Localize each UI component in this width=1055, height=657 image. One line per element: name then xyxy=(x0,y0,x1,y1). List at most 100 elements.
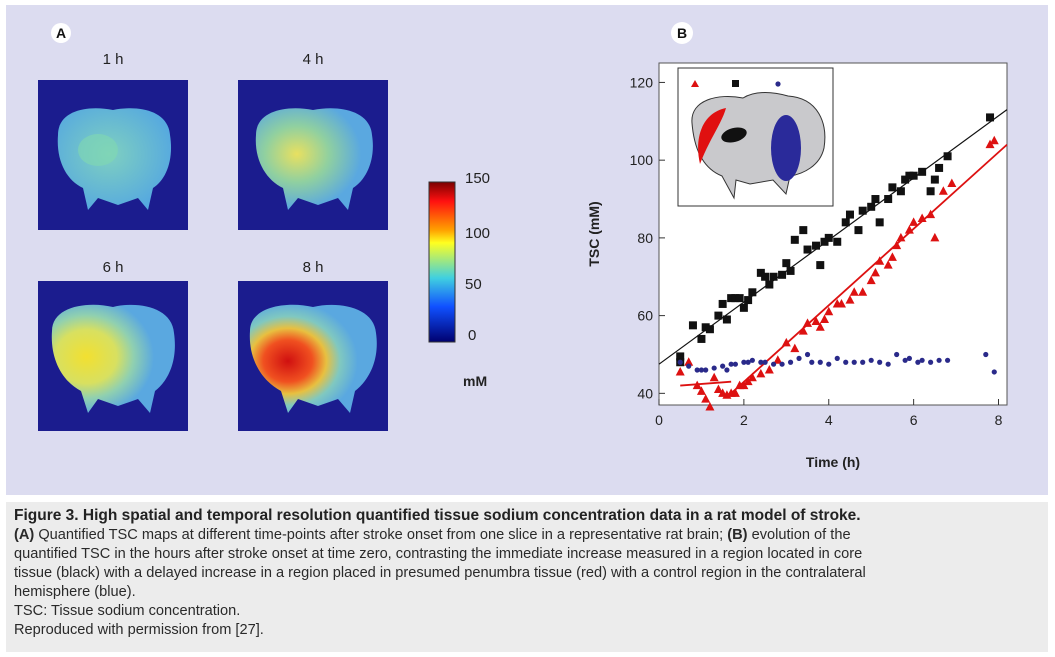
panel-a-letter: A xyxy=(51,23,71,43)
control-point xyxy=(851,359,857,365)
core-point xyxy=(714,311,723,320)
penumbra-point xyxy=(866,275,876,285)
core-point xyxy=(739,303,748,312)
penumbra-point xyxy=(909,217,919,226)
control-point xyxy=(745,359,751,365)
caption-line-2: quantified TSC in the hours after stroke… xyxy=(14,546,863,562)
penumbra-point xyxy=(705,401,715,411)
control-point xyxy=(919,357,925,363)
core-point xyxy=(820,237,829,246)
core-point xyxy=(765,280,774,289)
y-axis-label: TSC (mM) xyxy=(586,201,602,266)
penumbra-point xyxy=(989,135,999,145)
penumbra-point xyxy=(675,366,685,376)
control-point xyxy=(902,357,908,363)
control-point xyxy=(677,359,683,365)
core-point xyxy=(735,294,744,303)
penumbra-point xyxy=(730,388,740,397)
penumbra-point xyxy=(692,380,702,390)
x-axis-label: Time (h) xyxy=(806,454,860,470)
control-point xyxy=(724,367,730,373)
control-point xyxy=(843,359,849,365)
y-tick-label: 60 xyxy=(637,308,653,324)
fit-line xyxy=(730,143,1008,395)
core-point xyxy=(722,315,731,324)
core-point xyxy=(871,195,880,204)
penumbra-point xyxy=(930,232,940,242)
control-point xyxy=(762,359,768,365)
y-tick-label: 40 xyxy=(637,385,653,401)
core-point xyxy=(803,245,812,254)
core-point xyxy=(748,288,757,297)
core-point xyxy=(986,113,995,122)
control-point xyxy=(804,351,811,358)
core-point xyxy=(701,323,710,332)
inset-penumbra-region xyxy=(698,108,726,164)
penumbra-point xyxy=(892,240,902,250)
control-point xyxy=(711,365,717,371)
penumbra-point xyxy=(917,213,927,222)
inset-core-region xyxy=(721,127,747,143)
core-point xyxy=(888,183,897,192)
penumbra-point xyxy=(887,252,897,261)
control-point xyxy=(703,367,709,373)
map-label-6h: 6 h xyxy=(102,259,124,276)
control-point xyxy=(868,357,874,363)
inset-control-region xyxy=(771,115,801,181)
penumbra-point xyxy=(947,178,957,187)
core-point xyxy=(901,175,910,184)
control-point xyxy=(796,355,802,361)
control-point xyxy=(779,361,785,367)
core-point xyxy=(858,206,867,215)
core-point xyxy=(718,299,727,308)
y-tick-label: 100 xyxy=(630,152,654,168)
panel-b-letter-bg xyxy=(671,22,693,44)
control-point xyxy=(826,361,832,367)
core-point xyxy=(930,175,939,184)
control-point xyxy=(928,359,934,365)
y-tick-label: 120 xyxy=(630,74,654,90)
control-point xyxy=(885,361,891,367)
penumbra-point xyxy=(824,306,834,316)
penumbra-point xyxy=(756,368,766,378)
penumbra-point xyxy=(709,372,719,382)
control-point xyxy=(686,363,692,369)
caption-b-text: evolution of the xyxy=(747,527,851,543)
map-label-8h: 8 h xyxy=(302,259,324,276)
control-point xyxy=(915,359,921,365)
penumbra-point xyxy=(849,287,859,296)
control-point xyxy=(936,357,942,363)
core-point xyxy=(769,272,778,281)
inset-legend-circle xyxy=(775,81,781,87)
control-point xyxy=(809,359,815,365)
control-point xyxy=(732,361,738,367)
x-tick-label: 0 xyxy=(655,412,663,428)
caption-title: Figure 3. High spatial and temporal reso… xyxy=(14,507,861,524)
x-tick-label: 2 xyxy=(740,412,748,428)
figure-area: A 1 h 4 h 6 h 8 h xyxy=(6,5,1048,495)
core-point xyxy=(705,325,714,334)
tsc-map-8h xyxy=(238,281,388,431)
caption-a-marker: (A) xyxy=(14,527,35,543)
caption-line-5: TSC: Tissue sodium concentration. xyxy=(14,603,241,619)
core-point xyxy=(697,334,706,343)
colorbar-tick-0: 0 xyxy=(468,327,477,344)
core-point xyxy=(727,294,736,303)
penumbra-point xyxy=(836,298,846,308)
colorbar-tick-50: 50 xyxy=(465,276,482,293)
control-point xyxy=(817,359,823,365)
control-point xyxy=(860,359,866,365)
core-point xyxy=(786,266,795,275)
caption-b-marker: (B) xyxy=(727,527,748,543)
core-point xyxy=(909,171,918,180)
core-point xyxy=(778,270,787,279)
penumbra-point xyxy=(926,209,936,219)
penumbra-point xyxy=(938,186,948,195)
penumbra-point xyxy=(790,343,800,353)
core-point xyxy=(943,152,952,161)
control-point xyxy=(749,357,755,363)
core-point xyxy=(744,296,753,305)
control-point xyxy=(720,363,726,369)
core-point xyxy=(761,272,770,281)
penumbra-point xyxy=(870,267,880,277)
